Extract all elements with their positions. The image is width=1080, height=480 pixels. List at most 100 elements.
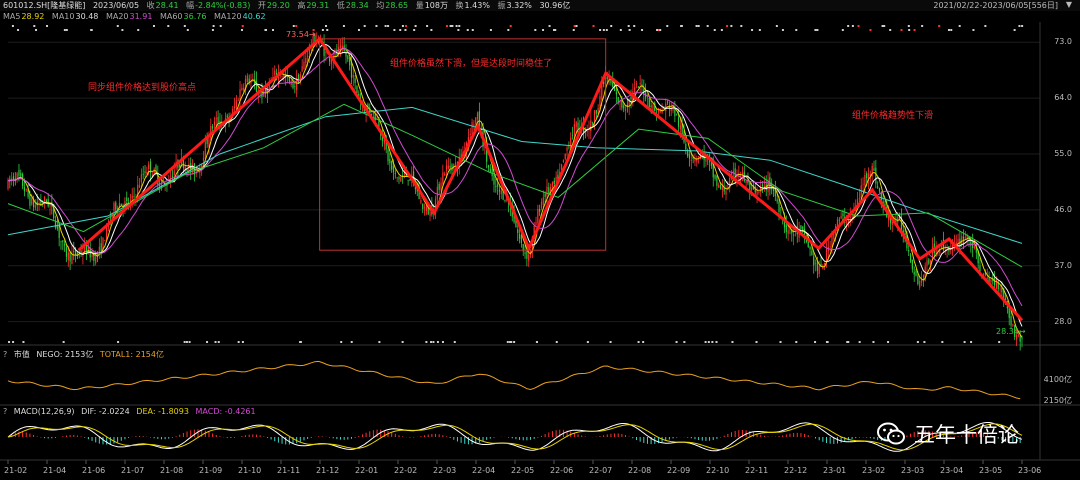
date-tick-label: 22-08 — [628, 466, 652, 475]
candle-body — [124, 201, 126, 207]
candle-body — [34, 204, 37, 209]
candle-body — [438, 184, 440, 190]
event-marker — [455, 25, 458, 27]
candle-body — [776, 199, 778, 202]
macd-dea: DEA: -1.8093 — [136, 407, 189, 416]
candle-body — [429, 208, 431, 216]
candle-body — [555, 176, 557, 182]
event-marker — [217, 341, 220, 343]
candle-body — [740, 175, 742, 177]
event-marker — [633, 25, 636, 27]
date-tick-label: 23-01 — [823, 466, 847, 475]
watermark-text: 五年十倍论 — [914, 423, 1019, 447]
ma-legend: MA528.92 MA1030.48 MA2031.91 MA6036.76 M… — [0, 11, 1080, 22]
candle-body — [800, 225, 802, 230]
date-tick-label: 21-11 — [277, 466, 301, 475]
candle-body — [898, 215, 901, 220]
candle-body — [562, 159, 565, 162]
candle-body — [317, 40, 320, 45]
candle-body — [268, 83, 270, 92]
candle-body — [56, 225, 58, 229]
candle-body — [867, 173, 870, 181]
candle-body — [248, 78, 250, 84]
candle-body — [398, 177, 400, 180]
candle-body — [869, 174, 871, 177]
candle-body — [904, 232, 906, 236]
event-marker — [586, 341, 589, 343]
event-marker — [826, 341, 829, 343]
date-tick-label: 22-04 — [472, 466, 496, 475]
candle-body — [104, 240, 106, 242]
candle-body — [40, 200, 42, 204]
candle-body — [650, 105, 652, 108]
event-marker — [707, 341, 710, 343]
event-marker — [711, 341, 714, 343]
candle-body — [617, 96, 619, 103]
candle-body — [274, 70, 276, 75]
event-marker — [858, 341, 861, 343]
event-marker — [781, 29, 784, 31]
event-marker — [399, 29, 402, 31]
event-marker — [441, 341, 444, 343]
event-marker — [167, 25, 170, 27]
candle-body — [908, 249, 910, 252]
event-marker — [610, 25, 613, 27]
mv-total: TOTAL1: 2154亿 — [99, 350, 164, 359]
event-marker — [430, 341, 433, 343]
macd-menu-icon[interactable]: ? — [3, 407, 8, 416]
candle-body — [237, 99, 239, 101]
candle-body — [179, 164, 181, 168]
event-marker — [62, 341, 65, 343]
candle-body — [803, 228, 806, 237]
event-marker — [188, 341, 191, 343]
candle-body — [204, 142, 206, 159]
candle-body — [564, 153, 566, 160]
range-dropdown-icon[interactable]: ▼ — [1065, 0, 1072, 9]
event-marker — [214, 341, 217, 343]
candle-body — [968, 238, 970, 241]
candle-body — [491, 168, 493, 177]
event-marker — [851, 25, 854, 27]
event-marker — [17, 29, 20, 31]
candle-body — [296, 78, 298, 90]
candle-body — [312, 36, 314, 46]
annotation-left: 同步组件价格达到股价高点 — [88, 83, 197, 93]
high-label: 高 — [297, 1, 306, 10]
event-marker — [872, 341, 875, 343]
event-marker — [730, 25, 733, 27]
mv-menu-icon[interactable]: ? — [3, 350, 8, 359]
event-marker — [972, 29, 975, 31]
turnover-value: 1.43% — [464, 1, 490, 10]
candle-body — [568, 146, 570, 148]
candle-body — [20, 172, 22, 177]
candle-body — [590, 120, 592, 132]
event-marker — [916, 341, 919, 343]
ma5-label: MA5 — [3, 12, 21, 21]
low-label: 低 — [336, 1, 345, 10]
candle-body — [577, 122, 579, 130]
event-marker — [869, 29, 872, 31]
event-marker — [445, 25, 448, 27]
event-marker — [751, 29, 754, 31]
candle-body — [860, 185, 862, 199]
date-tick-label: 21-10 — [238, 466, 262, 475]
event-marker — [237, 341, 240, 343]
candle-body — [449, 165, 451, 168]
date-range[interactable]: 2021/02/22-2023/06/05[556日] — [933, 1, 1058, 10]
candle-body — [630, 97, 632, 100]
event-marker — [907, 25, 910, 27]
event-marker — [998, 341, 1001, 343]
date-tick-label: 21-09 — [199, 466, 223, 475]
candle-body — [31, 198, 33, 205]
candle-body — [80, 250, 82, 254]
event-marker — [755, 341, 758, 343]
candle-body — [681, 122, 683, 135]
candle-body — [294, 86, 296, 87]
candle-body — [239, 89, 241, 101]
candle-body — [586, 130, 588, 132]
date-tick-label: 22-05 — [511, 466, 535, 475]
candle-body — [915, 270, 917, 276]
candle-body — [592, 122, 594, 124]
event-marker — [1021, 25, 1024, 27]
